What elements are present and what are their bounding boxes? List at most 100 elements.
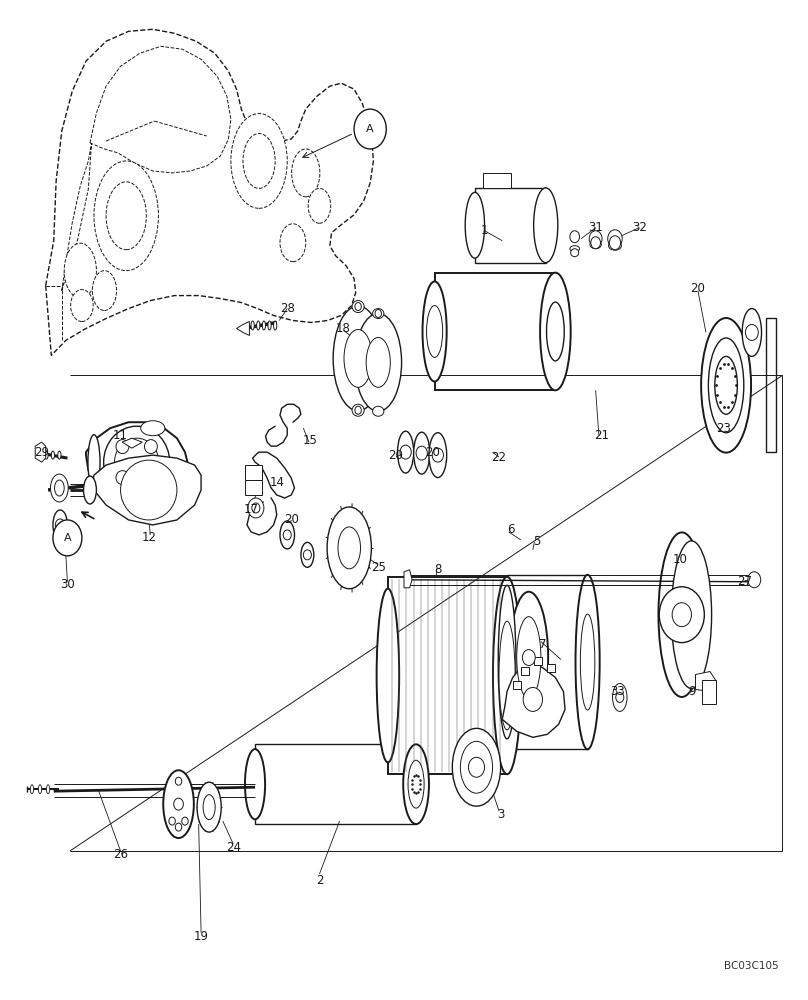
Bar xyxy=(534,657,542,665)
Ellipse shape xyxy=(355,314,402,411)
Polygon shape xyxy=(61,143,91,291)
Polygon shape xyxy=(46,29,373,355)
Ellipse shape xyxy=(452,728,501,806)
Ellipse shape xyxy=(47,785,50,794)
Text: 19: 19 xyxy=(194,930,208,943)
Bar xyxy=(521,667,528,675)
Ellipse shape xyxy=(145,440,158,454)
Bar xyxy=(702,680,717,704)
Text: 18: 18 xyxy=(336,322,351,335)
Text: 12: 12 xyxy=(141,531,156,544)
Text: 6: 6 xyxy=(507,523,515,536)
Text: 20: 20 xyxy=(389,449,403,462)
Ellipse shape xyxy=(120,460,177,520)
Ellipse shape xyxy=(54,480,64,496)
Ellipse shape xyxy=(51,474,68,502)
Bar xyxy=(547,664,555,672)
Text: 14: 14 xyxy=(270,476,285,489)
Ellipse shape xyxy=(115,438,159,486)
Ellipse shape xyxy=(517,617,541,698)
Text: 32: 32 xyxy=(632,221,646,234)
Bar xyxy=(507,575,587,749)
Circle shape xyxy=(55,519,65,531)
Ellipse shape xyxy=(245,749,265,819)
Text: 23: 23 xyxy=(716,422,731,435)
Circle shape xyxy=(252,503,260,513)
Text: 21: 21 xyxy=(594,429,608,442)
Ellipse shape xyxy=(88,435,100,490)
Polygon shape xyxy=(404,570,412,588)
Text: 9: 9 xyxy=(688,685,696,698)
Text: 17: 17 xyxy=(243,503,259,516)
Ellipse shape xyxy=(141,421,165,436)
Polygon shape xyxy=(237,321,250,335)
Ellipse shape xyxy=(263,321,266,330)
Ellipse shape xyxy=(403,744,429,824)
Bar xyxy=(435,273,555,390)
Ellipse shape xyxy=(570,249,579,257)
Ellipse shape xyxy=(461,741,493,793)
Ellipse shape xyxy=(327,507,372,589)
Text: 3: 3 xyxy=(497,808,504,821)
Text: 30: 30 xyxy=(60,578,75,591)
Ellipse shape xyxy=(709,338,744,433)
Ellipse shape xyxy=(590,241,601,249)
Circle shape xyxy=(248,498,264,518)
Circle shape xyxy=(354,109,386,149)
Ellipse shape xyxy=(39,785,42,794)
Ellipse shape xyxy=(608,241,621,250)
Text: 31: 31 xyxy=(588,221,603,234)
Ellipse shape xyxy=(743,309,761,356)
Ellipse shape xyxy=(169,817,175,825)
Ellipse shape xyxy=(659,532,705,697)
Text: BC03C105: BC03C105 xyxy=(724,961,778,971)
Ellipse shape xyxy=(423,281,447,381)
Ellipse shape xyxy=(701,318,751,453)
Ellipse shape xyxy=(570,246,579,252)
Polygon shape xyxy=(253,452,294,498)
Ellipse shape xyxy=(414,432,430,474)
Ellipse shape xyxy=(70,290,93,321)
Ellipse shape xyxy=(163,770,194,838)
Text: 27: 27 xyxy=(737,575,752,588)
Ellipse shape xyxy=(377,589,399,762)
Bar xyxy=(513,681,521,689)
Polygon shape xyxy=(90,46,231,173)
Ellipse shape xyxy=(268,321,271,330)
Ellipse shape xyxy=(575,575,600,749)
Circle shape xyxy=(523,687,542,711)
Text: 20: 20 xyxy=(425,446,440,459)
Ellipse shape xyxy=(372,406,384,416)
Circle shape xyxy=(400,445,411,459)
Circle shape xyxy=(432,448,444,462)
Ellipse shape xyxy=(338,527,360,569)
Ellipse shape xyxy=(39,451,42,459)
Text: 25: 25 xyxy=(371,561,385,574)
Ellipse shape xyxy=(352,404,364,416)
Circle shape xyxy=(469,757,485,777)
Text: 7: 7 xyxy=(539,638,546,651)
Text: 10: 10 xyxy=(673,553,688,566)
Polygon shape xyxy=(91,455,201,525)
Ellipse shape xyxy=(257,321,260,330)
Circle shape xyxy=(609,236,621,250)
Ellipse shape xyxy=(231,114,287,208)
Ellipse shape xyxy=(116,440,128,454)
Bar xyxy=(766,318,776,452)
Polygon shape xyxy=(696,672,717,691)
Ellipse shape xyxy=(53,510,67,540)
Circle shape xyxy=(303,550,311,560)
Ellipse shape xyxy=(546,302,564,361)
Ellipse shape xyxy=(301,542,314,567)
Text: 1: 1 xyxy=(481,224,488,237)
Circle shape xyxy=(616,692,624,702)
Text: 29: 29 xyxy=(34,446,49,459)
Ellipse shape xyxy=(57,451,61,459)
Bar xyxy=(255,744,416,824)
Bar xyxy=(483,173,511,188)
Circle shape xyxy=(355,406,361,414)
Bar xyxy=(388,577,507,774)
Ellipse shape xyxy=(64,243,96,298)
Ellipse shape xyxy=(408,760,424,808)
Bar xyxy=(245,480,263,495)
